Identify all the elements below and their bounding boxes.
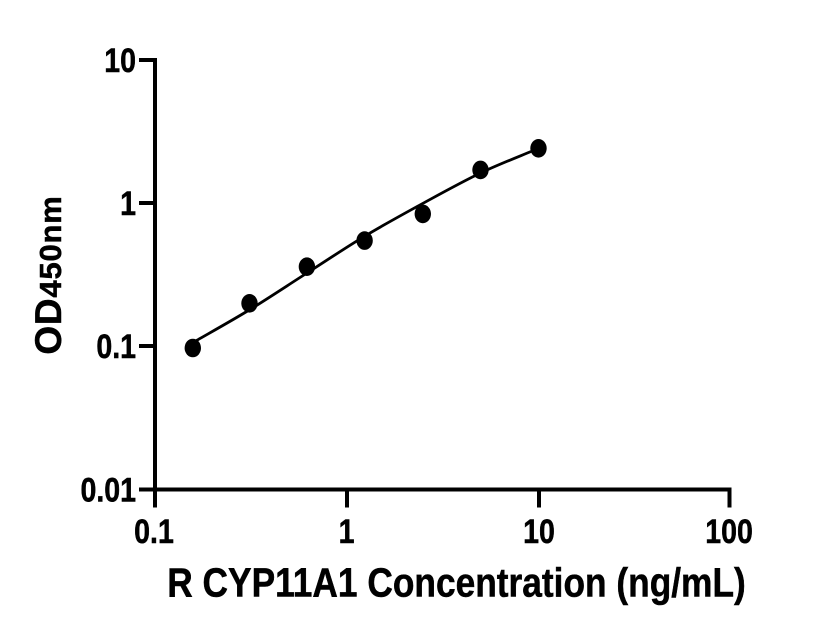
- svg-text:0.01: 0.01: [80, 471, 136, 509]
- svg-text:10: 10: [104, 41, 136, 79]
- svg-text:0.1: 0.1: [134, 513, 174, 551]
- svg-text:10: 10: [523, 513, 555, 551]
- svg-text:R CYP11A1 Concentration (ng/mL: R CYP11A1 Concentration (ng/mL): [167, 560, 746, 606]
- svg-text:1: 1: [120, 184, 136, 222]
- svg-text:OD450nm: OD450nm: [28, 195, 69, 354]
- svg-text:0.1: 0.1: [96, 327, 136, 365]
- svg-text:1: 1: [339, 513, 355, 551]
- svg-text:100: 100: [705, 513, 753, 551]
